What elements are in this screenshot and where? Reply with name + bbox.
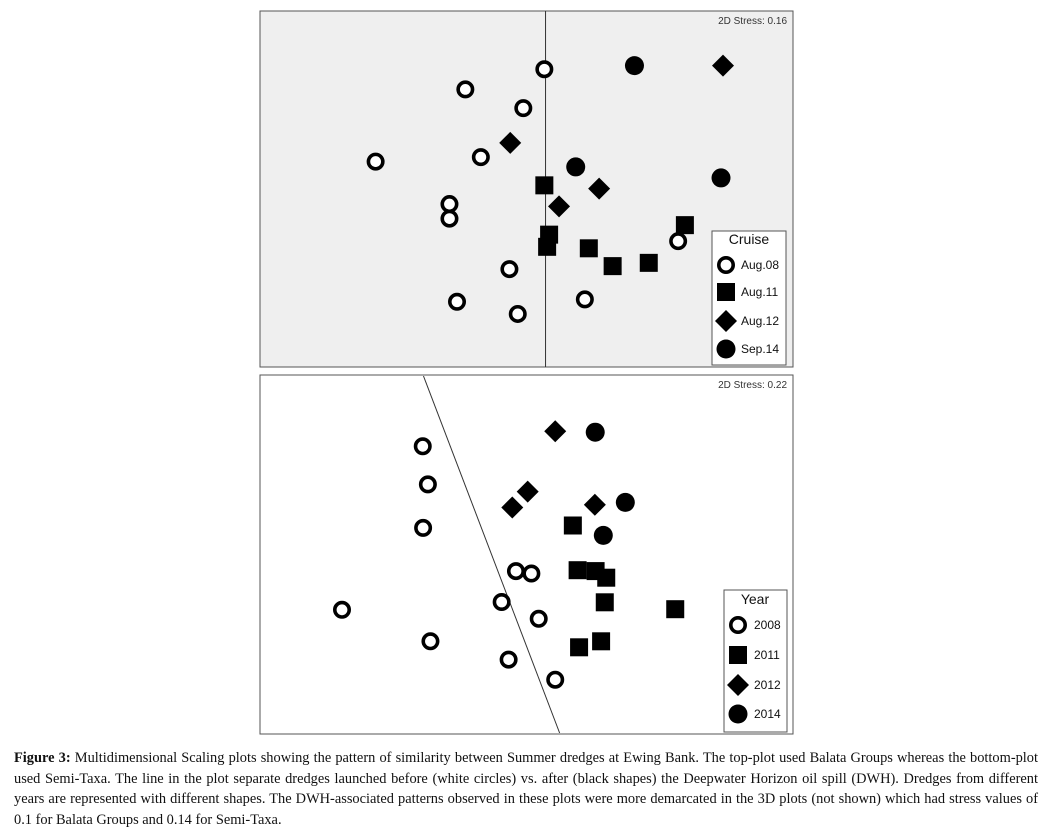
data-point-diamond	[544, 420, 567, 443]
legend-marker-dot	[716, 339, 736, 359]
caption-text: Multidimensional Scaling plots showing t…	[14, 750, 1038, 828]
data-point-ring	[414, 518, 433, 537]
legend-label: 2012	[754, 678, 781, 692]
plot-frame	[259, 374, 794, 735]
legend-marker-square	[717, 283, 735, 301]
data-point-ring	[492, 592, 511, 611]
legend: Year 2008 2011 2012 2014	[723, 589, 788, 733]
data-point-square	[675, 216, 694, 235]
data-point-ring	[448, 292, 467, 311]
data-point-square	[563, 516, 582, 535]
data-point-dot	[624, 56, 644, 76]
data-point-ring	[418, 475, 437, 494]
legend-label: Sep.14	[741, 342, 779, 356]
data-point-ring	[506, 562, 525, 581]
data-point-diamond	[548, 195, 571, 218]
plot-frame	[259, 10, 794, 368]
data-point-ring	[421, 632, 440, 651]
data-point-ring	[514, 99, 533, 118]
legend-marker-ring	[716, 255, 735, 274]
data-point-ring	[366, 152, 385, 171]
legend-label: 2014	[754, 707, 781, 721]
legend-label: 2008	[754, 618, 781, 632]
mds-plot-semi-taxa: 2D Stress: 0.22 Year 2008 2011 2012 2014	[259, 374, 794, 735]
data-point-dot	[615, 492, 635, 512]
data-point-square	[570, 638, 589, 657]
figure-caption: Figure 3: Multidimensional Scaling plots…	[14, 748, 1038, 830]
mds-figure: 2D Stress: 0.16 Cruise Aug.08 Aug.11 Aug.1…	[259, 10, 794, 735]
data-point-ring	[499, 650, 518, 669]
data-point-square	[592, 632, 611, 651]
legend-title: Year	[741, 591, 770, 607]
data-point-ring	[508, 304, 527, 323]
data-point-ring	[456, 80, 475, 99]
data-point-dot	[711, 168, 731, 188]
legend-label: Aug.11	[741, 285, 778, 299]
data-point-dot	[593, 525, 613, 545]
data-point-diamond	[516, 480, 539, 503]
data-point-square	[595, 593, 614, 612]
data-point-ring	[535, 60, 554, 79]
plot-marks	[332, 375, 685, 734]
legend-marker-ring	[728, 615, 747, 634]
caption-label: Figure 3:	[14, 750, 71, 766]
legend-marker-dot	[728, 704, 748, 724]
legend-title: Cruise	[729, 231, 770, 247]
data-point-diamond	[712, 54, 734, 77]
data-point-ring	[546, 670, 565, 689]
separator-line	[423, 375, 561, 734]
data-point-ring	[529, 609, 548, 628]
data-point-diamond	[499, 131, 522, 154]
stress-label: 2D Stress: 0.16	[718, 16, 787, 27]
data-point-ring	[669, 232, 688, 251]
mds-plot-balata-groups: 2D Stress: 0.16 Cruise Aug.08 Aug.11 Aug.1…	[259, 10, 794, 368]
legend-marker-diamond	[727, 674, 749, 696]
plot-marks	[366, 11, 734, 367]
data-point-ring	[440, 209, 459, 228]
legend-marker-diamond	[715, 310, 737, 332]
legend-label: Aug.08	[741, 258, 779, 272]
data-point-ring	[522, 564, 541, 583]
data-point-ring	[440, 195, 459, 214]
data-point-ring	[575, 290, 594, 309]
data-point-square	[666, 600, 685, 619]
legend-label: 2011	[754, 648, 780, 662]
data-point-diamond	[501, 496, 524, 519]
legend-marker-square	[729, 646, 747, 664]
data-point-dot	[585, 422, 605, 442]
data-point-diamond	[588, 177, 611, 200]
stress-label: 2D Stress: 0.22	[718, 380, 787, 391]
data-point-ring	[471, 148, 490, 167]
data-point-square	[579, 239, 598, 258]
data-point-square	[639, 253, 658, 272]
legend: Cruise Aug.08 Aug.11 Aug.12 Sep.14	[711, 230, 787, 366]
data-point-ring	[413, 437, 432, 456]
data-point-square	[568, 561, 587, 580]
data-point-ring	[500, 260, 519, 279]
data-point-dot	[566, 157, 586, 177]
data-point-diamond	[583, 493, 606, 516]
data-point-ring	[332, 600, 351, 619]
data-point-square	[603, 257, 622, 276]
legend-label: Aug.12	[741, 314, 779, 328]
data-point-square	[538, 237, 557, 256]
data-point-square	[535, 176, 554, 195]
data-point-square	[597, 568, 616, 587]
